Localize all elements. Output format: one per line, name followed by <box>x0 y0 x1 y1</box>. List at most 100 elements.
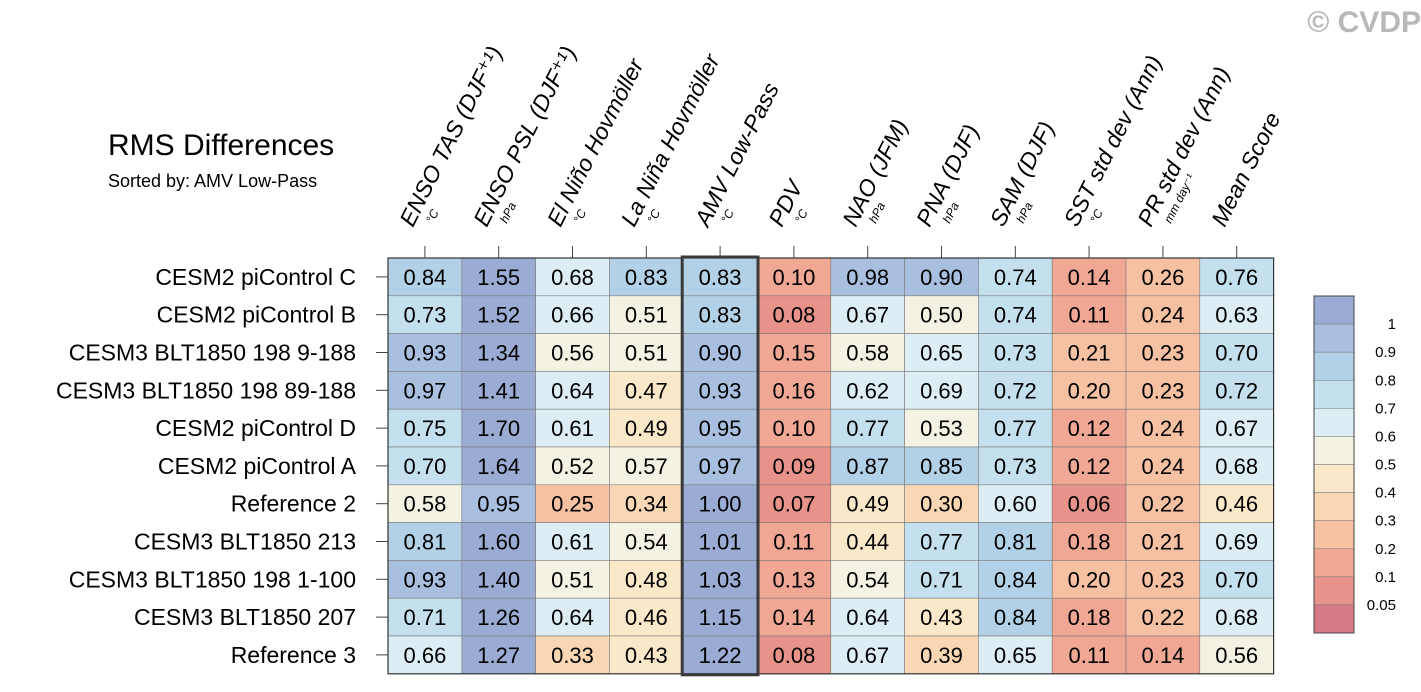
heatmap-cell <box>756 597 832 637</box>
cell-value: 0.73 <box>994 341 1037 366</box>
cell-value: 0.95 <box>477 492 520 517</box>
cell-value: 0.74 <box>994 265 1037 290</box>
heatmap-cell <box>1125 484 1201 523</box>
cell-value: 0.18 <box>1068 530 1111 555</box>
row-label: CESM2 piControl D <box>155 415 356 441</box>
heatmap-cell <box>904 446 979 486</box>
colorbar-label: 0.05 <box>1367 597 1396 614</box>
column-unit: °C <box>423 207 442 226</box>
cell-value: 1.00 <box>699 492 742 517</box>
heatmap-cell <box>535 333 610 372</box>
heatmap-cell <box>461 446 536 486</box>
cell-value: 0.23 <box>1141 378 1184 403</box>
column-unit: °C <box>792 207 811 226</box>
cell-value: 0.20 <box>1068 567 1111 592</box>
cell-value: 0.84 <box>994 605 1037 630</box>
heatmap-cell <box>904 522 979 561</box>
cell-value: 0.63 <box>1215 303 1258 328</box>
colorbar-label: 0.5 <box>1375 457 1396 474</box>
heatmap-cell <box>756 635 832 675</box>
cell-value: 0.33 <box>551 643 594 668</box>
cell-value: 0.39 <box>920 643 963 668</box>
cell-value: 0.67 <box>846 303 889 328</box>
cell-value: 0.81 <box>994 530 1037 555</box>
heatmap-cell <box>756 522 832 561</box>
heatmap-cell <box>387 295 463 334</box>
cell-value: 0.64 <box>846 605 889 630</box>
cell-value: 0.34 <box>625 492 668 517</box>
colorbar-segment <box>1313 548 1355 578</box>
heatmap-cell <box>756 446 832 486</box>
heatmap-cell <box>756 371 832 410</box>
cell-value: 0.75 <box>403 416 446 441</box>
row-label: CESM2 piControl A <box>158 453 357 479</box>
heatmap-cell <box>682 408 758 448</box>
cell-value: 0.65 <box>920 341 963 366</box>
heatmap-cell <box>756 295 832 334</box>
cell-value: 0.72 <box>994 378 1037 403</box>
heatmap-cell <box>682 597 758 637</box>
cell-value: 1.01 <box>699 530 742 555</box>
cell-value: 0.54 <box>625 530 668 555</box>
cell-value: 0.54 <box>846 567 889 592</box>
heatmap-cell <box>1125 635 1201 675</box>
cell-value: 0.20 <box>1068 378 1111 403</box>
heatmap-cell <box>1125 522 1201 561</box>
cell-value: 0.71 <box>403 605 446 630</box>
column-unit: °C <box>718 207 737 226</box>
cell-value: 0.08 <box>772 303 815 328</box>
heatmap-cell <box>1199 560 1274 599</box>
cell-value: 0.60 <box>994 492 1037 517</box>
colorbar-label: 0.2 <box>1375 541 1396 558</box>
cell-value: 0.57 <box>625 454 668 479</box>
colorbar-label: 0.3 <box>1375 513 1396 530</box>
heatmap-cell <box>461 635 536 675</box>
cell-value: 0.13 <box>772 567 815 592</box>
cell-value: 0.85 <box>920 454 963 479</box>
heatmap-cell <box>978 597 1053 637</box>
cell-value: 0.09 <box>772 454 815 479</box>
cell-value: 0.43 <box>920 605 963 630</box>
cell-value: 0.70 <box>1215 567 1258 592</box>
heatmap-cell <box>756 484 832 523</box>
copyright-watermark: © CVDP <box>1307 6 1421 39</box>
cell-value: 1.27 <box>477 643 520 668</box>
heatmap-cell <box>609 484 684 523</box>
heatmap-cell <box>535 597 610 637</box>
heatmap-cell <box>682 295 758 334</box>
colorbar-label: 0.4 <box>1375 485 1396 502</box>
heatmap-cell <box>682 446 758 486</box>
cell-value: 1.22 <box>699 643 742 668</box>
cell-value: 0.98 <box>846 265 889 290</box>
heatmap-cell <box>1125 295 1201 334</box>
row-label: CESM3 BLT1850 198 1-100 <box>69 566 356 592</box>
heatmap-cell <box>904 257 979 297</box>
cell-value: 0.66 <box>403 643 446 668</box>
cell-value: 1.64 <box>477 454 520 479</box>
heatmap-cell <box>978 635 1053 675</box>
heatmap-cell <box>904 560 979 599</box>
heatmap-cell <box>387 408 463 448</box>
cell-value: 0.12 <box>1068 454 1111 479</box>
cell-value: 0.93 <box>403 341 446 366</box>
cell-value: 0.61 <box>551 530 594 555</box>
heatmap-cell <box>1051 371 1127 410</box>
cell-value: 0.44 <box>846 530 889 555</box>
cell-value: 0.07 <box>772 492 815 517</box>
cell-value: 1.55 <box>477 265 520 290</box>
cell-value: 1.70 <box>477 416 520 441</box>
cell-value: 0.70 <box>403 454 446 479</box>
cell-value: 0.81 <box>403 530 446 555</box>
colorbar-segment <box>1313 436 1355 465</box>
heatmap-cell <box>1199 635 1274 675</box>
cell-value: 0.22 <box>1141 605 1184 630</box>
cell-value: 0.93 <box>699 378 742 403</box>
heatmap-cell <box>1125 597 1201 637</box>
row-label: CESM3 BLT1850 198 9-188 <box>69 340 356 366</box>
heatmap-cell <box>756 408 832 448</box>
colorbar-segment <box>1313 323 1355 353</box>
heatmap-cell <box>904 408 979 448</box>
heatmap-cell <box>1051 635 1127 675</box>
heatmap-cell <box>756 560 832 599</box>
row-label: CESM2 piControl B <box>157 302 356 328</box>
